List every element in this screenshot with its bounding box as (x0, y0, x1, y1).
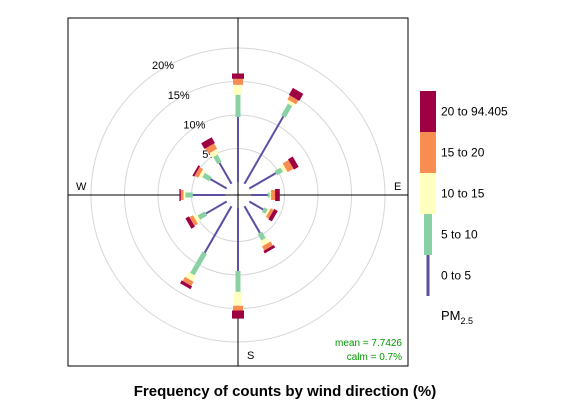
petal-240-bin-0 (205, 200, 228, 215)
petal-60-bin-1 (274, 167, 283, 176)
petal-270-bin-4 (179, 189, 181, 201)
legend-title-main: PM (441, 308, 461, 323)
petal-150-bin-3 (261, 241, 273, 251)
petal-270-bin-1 (185, 192, 193, 198)
petal-120-bin-1 (261, 207, 268, 214)
petal-30-bin-3 (287, 95, 299, 105)
petal-300-bin-1 (202, 172, 212, 182)
petal-240-bin-1 (197, 211, 208, 220)
ring-label-20: 20% (152, 60, 174, 72)
legend-swatch-2 (420, 173, 436, 214)
petal-0-bin-1 (235, 94, 241, 117)
petal-150-bin-2 (260, 237, 270, 246)
petal-150-bin-0 (243, 205, 261, 234)
petal-330-bin-0 (218, 162, 233, 185)
petal-180-bin-3 (233, 305, 243, 311)
petal-120-bin-3 (265, 208, 274, 219)
petal-30-bin-1 (281, 103, 293, 118)
petal-90-bin-4 (275, 189, 280, 201)
petal-180-bin-1 (235, 271, 241, 292)
petal-270-bin-2 (183, 191, 186, 199)
compass-s-label: S (247, 350, 254, 362)
petal-240-bin-4 (185, 216, 195, 229)
petal-300-bin-0 (210, 178, 228, 190)
petal-180-bin-4 (232, 310, 244, 319)
petal-60-bin-0 (248, 172, 277, 190)
petal-90-bin-1 (267, 192, 270, 198)
legend-label-1: 5 to 10 (441, 228, 478, 242)
petal-30-bin-2 (286, 99, 296, 107)
petal-300-bin-4 (192, 165, 201, 177)
petal-240-bin-3 (189, 215, 198, 226)
petal-90-bin-0 (251, 194, 268, 196)
petal-60-bin-4 (288, 156, 299, 170)
ring-label-15: 15% (168, 90, 190, 102)
petal-150-bin-4 (263, 245, 276, 254)
petal-330-bin-4 (201, 137, 215, 149)
legend-swatch-3 (420, 132, 436, 173)
chart-title: Frequency of counts by wind direction (%… (134, 383, 437, 400)
petal-0-bin-0 (237, 117, 239, 182)
petal-300-bin-2 (198, 170, 206, 179)
petal-120-bin-4 (268, 209, 278, 222)
petal-60-bin-2 (279, 164, 288, 174)
legend-swatch-0 (426, 255, 430, 296)
petal-330-bin-3 (205, 143, 218, 154)
petal-210-bin-2 (185, 272, 196, 282)
petal-240-bin-2 (193, 214, 201, 224)
petal-0-bin-2 (234, 84, 242, 95)
petal-120-bin-2 (264, 208, 271, 216)
petal-120-bin-0 (248, 200, 264, 211)
petal-60-bin-3 (282, 160, 294, 173)
legend: 0 to 5 5 to 10 10 to 15 15 to 20 20 to 94.40… (420, 91, 508, 296)
petals (179, 73, 304, 319)
legend-swatch-1 (424, 214, 432, 255)
stat-mean: mean = 7.7426 (335, 338, 402, 349)
petal-30-bin-0 (243, 115, 285, 185)
petal-270-bin-0 (192, 194, 225, 196)
petal-90-bin-3 (271, 190, 276, 200)
petal-210-bin-4 (180, 280, 193, 290)
legend-label-3: 15 to 20 (441, 146, 485, 160)
petal-210-bin-1 (190, 251, 207, 276)
legend-title: PM2.5 (441, 308, 473, 326)
petal-180-bin-0 (237, 208, 239, 271)
petal-150-bin-1 (257, 231, 266, 241)
compass-e-label: E (394, 181, 401, 193)
petal-180-bin-2 (234, 291, 242, 306)
legend-title-sub: 2.5 (461, 316, 474, 326)
petal-270-bin-3 (180, 190, 184, 200)
petal-210-bin-0 (203, 205, 233, 254)
petal-330-bin-1 (213, 154, 222, 165)
compass-w-label: W (76, 181, 87, 193)
petal-300-bin-3 (194, 167, 204, 178)
legend-label-2: 10 to 15 (441, 187, 485, 201)
legend-label-0: 0 to 5 (441, 269, 471, 283)
ring-label-10: 10% (183, 119, 205, 131)
petal-0-bin-4 (232, 73, 244, 79)
petal-0-bin-3 (233, 78, 243, 85)
petal-330-bin-2 (209, 149, 219, 158)
legend-label-4: 20 to 94.405 (441, 105, 508, 119)
petal-90-bin-2 (269, 191, 272, 199)
petal-30-bin-4 (288, 87, 304, 101)
legend-swatch-4 (420, 91, 436, 132)
stat-calm: calm = 0.7% (347, 352, 402, 363)
petal-210-bin-3 (182, 276, 194, 286)
